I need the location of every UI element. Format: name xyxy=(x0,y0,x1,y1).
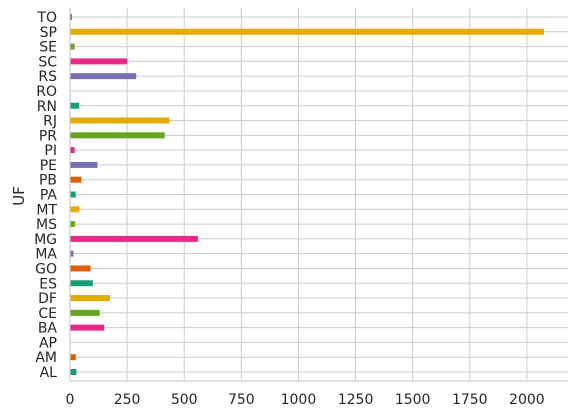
bar-ma xyxy=(70,250,74,257)
y-tick-label: ES xyxy=(39,276,57,292)
y-tick-label: PA xyxy=(40,188,58,204)
y-tick-label: SE xyxy=(39,40,57,56)
bar-pe xyxy=(70,161,98,168)
bar-pi xyxy=(70,147,75,154)
bar-se xyxy=(70,43,75,50)
y-tick-label: RS xyxy=(38,69,57,85)
y-tick-label: AP xyxy=(39,335,57,351)
bar-es xyxy=(70,280,93,287)
bar-rn xyxy=(70,102,80,109)
y-tick-label: PE xyxy=(40,158,57,174)
x-tick-label: 1000 xyxy=(281,392,317,408)
y-tick-label: DF xyxy=(38,291,57,307)
bar-ms xyxy=(70,221,76,228)
bar-sc xyxy=(70,58,128,65)
y-tick-label: RN xyxy=(37,99,57,115)
y-tick-label: MG xyxy=(34,232,57,248)
bar-df xyxy=(70,295,110,302)
bar-mg xyxy=(70,235,198,242)
y-tick-label: BA xyxy=(38,321,58,337)
y-tick-label: MA xyxy=(35,247,57,263)
y-tick-label: TO xyxy=(36,10,57,26)
axes xyxy=(69,8,568,382)
bar-ba xyxy=(70,324,105,331)
x-tick-label: 750 xyxy=(228,392,255,408)
y-tick-labels: TOSPSESCRSRORNRJPRPIPEPBPAMTMSMGMAGOESDF… xyxy=(34,10,57,381)
y-tick-label: RJ xyxy=(43,114,57,130)
x-tick-label: 1500 xyxy=(395,392,431,408)
bar-sp xyxy=(70,28,545,35)
bar-pb xyxy=(70,176,82,183)
bar-go xyxy=(70,265,91,272)
x-tick-label: 1750 xyxy=(452,392,488,408)
y-tick-label: MT xyxy=(36,202,57,218)
x-tick-label: 0 xyxy=(66,392,75,408)
bar-rj xyxy=(70,117,170,124)
bar-pa xyxy=(70,191,76,198)
y-tick-label: MS xyxy=(36,217,57,233)
bar-mt xyxy=(70,206,80,213)
bar-al xyxy=(70,369,77,375)
y-axis-label: UF xyxy=(10,186,28,206)
y-tick-label: SC xyxy=(38,54,57,70)
bar-ce xyxy=(70,309,100,316)
y-tick-label: SP xyxy=(40,25,57,41)
y-tick-label: CE xyxy=(38,306,57,322)
y-tick-label: AM xyxy=(35,350,57,366)
y-tick-label: RO xyxy=(36,84,57,100)
y-tick-label: GO xyxy=(35,261,57,277)
bar-to xyxy=(70,14,72,20)
y-tick-label: AL xyxy=(40,365,58,381)
bar-pr xyxy=(70,132,165,139)
x-tick-label: 250 xyxy=(114,392,141,408)
y-tick-label: PR xyxy=(39,128,57,144)
y-tick-label: PB xyxy=(39,173,57,189)
y-tick-label: PI xyxy=(44,143,57,159)
x-tick-labels: 0 250 500 750 1000 1250 1500 1750 2000 xyxy=(66,392,545,408)
x-tick-label: 2000 xyxy=(509,392,545,408)
bar-am xyxy=(70,354,76,361)
bar-rs xyxy=(70,73,137,80)
x-tick-label: 500 xyxy=(171,392,198,408)
grid-lines xyxy=(69,8,568,381)
x-tick-label: 1250 xyxy=(338,392,374,408)
bars xyxy=(70,14,545,375)
